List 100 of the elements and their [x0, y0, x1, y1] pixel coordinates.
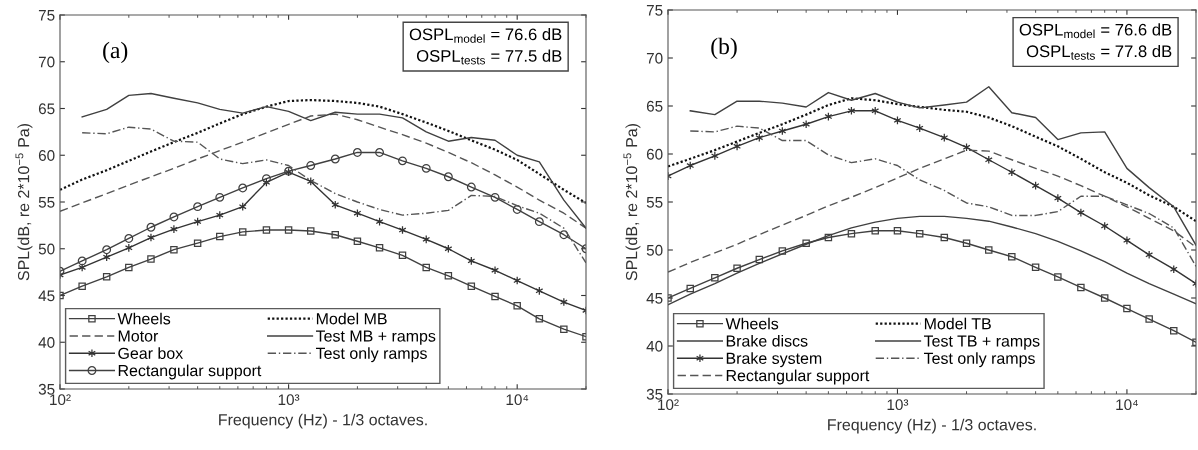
point	[1170, 326, 1178, 335]
legend-label: Model MB	[316, 312, 387, 325]
point	[962, 142, 971, 152]
legend-label: Brake discs	[726, 334, 808, 347]
point	[331, 200, 340, 210]
point	[443, 172, 453, 182]
point	[306, 176, 315, 186]
point	[1054, 273, 1062, 281]
y-tick-label: 50	[38, 243, 55, 255]
point	[193, 202, 203, 212]
y-tick-label: 75	[38, 10, 55, 21]
y-tick-label: 70	[646, 52, 663, 64]
point	[125, 263, 133, 272]
y-tick-label: 40	[646, 340, 663, 352]
point	[352, 148, 362, 157]
point	[1145, 315, 1153, 323]
point	[216, 232, 224, 241]
point	[940, 233, 949, 242]
x-tick-label: 10³	[278, 394, 300, 406]
point	[1077, 283, 1085, 292]
point	[444, 272, 453, 280]
y-tick-label: 60	[646, 148, 663, 160]
x-tick-label: 10²	[50, 394, 71, 406]
point	[847, 229, 856, 238]
point	[444, 244, 453, 254]
point	[330, 154, 340, 164]
point	[915, 123, 924, 133]
point	[686, 284, 694, 293]
annotation: (b)	[711, 37, 737, 60]
point	[238, 202, 247, 212]
point	[193, 239, 202, 247]
y-tick-label: 55	[646, 197, 663, 208]
point	[1169, 264, 1178, 274]
legend-label: Rectangular support	[726, 369, 870, 385]
point	[1031, 181, 1040, 191]
point	[215, 192, 225, 202]
point	[78, 282, 86, 290]
point	[847, 106, 856, 116]
point	[466, 182, 476, 192]
point	[398, 156, 407, 166]
point	[422, 234, 431, 244]
y-tick-label: 65	[38, 103, 55, 115]
point	[985, 246, 993, 254]
point	[559, 297, 568, 307]
point	[1053, 193, 1062, 203]
point	[170, 245, 178, 254]
point	[306, 227, 315, 235]
point	[353, 237, 362, 246]
point	[147, 233, 155, 242]
y-tick-label: 60	[38, 150, 55, 161]
legend-label: Test MB + ramps	[315, 330, 436, 345]
point	[238, 183, 248, 193]
point	[1122, 235, 1131, 245]
point	[824, 233, 833, 242]
point	[491, 292, 499, 301]
point	[1031, 263, 1040, 272]
point	[169, 224, 178, 234]
point	[559, 230, 569, 240]
y-tick-label: 35	[38, 383, 55, 395]
point	[421, 163, 431, 173]
legend-label: Wheels	[117, 312, 171, 325]
y-tick-label: 75	[646, 5, 663, 16]
point	[755, 255, 764, 264]
point	[102, 245, 112, 255]
point	[193, 217, 202, 227]
point	[78, 263, 87, 272]
point	[513, 276, 522, 285]
point	[467, 282, 476, 290]
point	[535, 315, 544, 323]
x-tick-label: 10³	[887, 399, 909, 411]
point	[169, 212, 179, 222]
annotation: OSPL$_{tests}$ = 77.5 dB	[416, 49, 562, 65]
x-tick-label: 10⁴	[506, 394, 529, 406]
y-tick-label: 70	[38, 56, 55, 68]
legend-label: Gear box	[118, 347, 184, 359]
legend-label: Model TB	[924, 317, 991, 330]
y-axis-title: SPL(dB, re 2*10$^{−5}$ Pa)	[623, 124, 641, 281]
point	[560, 325, 568, 333]
point	[102, 273, 111, 281]
point	[535, 286, 544, 296]
line-series	[668, 97, 1196, 223]
legend-label: Test only ramps	[923, 352, 1035, 368]
point	[778, 126, 787, 136]
point	[124, 234, 134, 243]
point	[1007, 167, 1016, 177]
point	[353, 208, 362, 218]
y-axis-title: SPL(dB, re 2*10$^{−5}$ Pa)	[15, 124, 33, 281]
y-tick-label: 50	[646, 244, 663, 256]
legend-label: Wheels	[725, 317, 779, 330]
point	[733, 264, 741, 272]
y-tick-label: 35	[646, 388, 663, 400]
point	[146, 222, 156, 232]
y-tick-label: 65	[646, 100, 663, 112]
legend-label: Rectangular support	[118, 364, 262, 380]
point	[778, 247, 787, 255]
point	[1100, 221, 1109, 231]
point	[331, 230, 340, 239]
y-tick-label: 45	[646, 293, 663, 304]
point	[491, 265, 499, 275]
point	[512, 205, 522, 214]
